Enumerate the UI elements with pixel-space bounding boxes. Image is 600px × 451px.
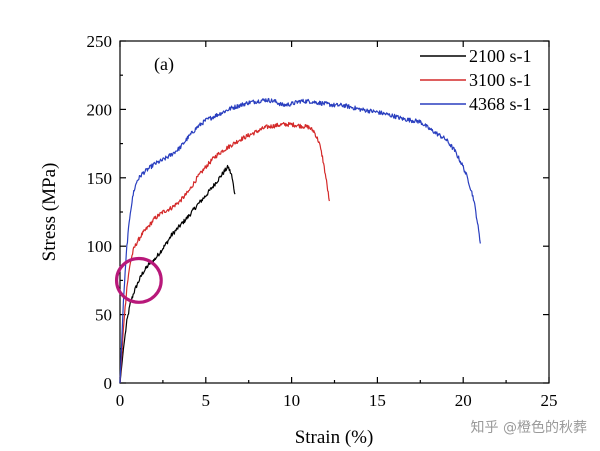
- series-layer: [119, 97, 481, 384]
- x-tick-label: 20: [455, 391, 472, 410]
- series-line-3100: [119, 121, 330, 384]
- x-tick-label: 25: [541, 391, 558, 410]
- y-tick-label: 0: [104, 374, 113, 393]
- plot-frame: [119, 40, 550, 384]
- x-tick-label: 0: [116, 391, 125, 410]
- y-tick-label: 100: [87, 237, 113, 256]
- x-tick-label: 10: [283, 391, 300, 410]
- x-axis-ticks: 0 5 10 15 20 25: [116, 41, 558, 410]
- x-tick-label: 15: [369, 391, 386, 410]
- y-tick-label: 250: [87, 32, 113, 51]
- series-line-4368: [119, 97, 481, 384]
- x-axis-title: Strain (%): [295, 427, 374, 448]
- panel-label: (a): [154, 54, 174, 75]
- legend-label-3100: 3100 s-1: [469, 70, 532, 90]
- highlight-circle: [114, 256, 163, 304]
- y-axis-title: Stress (MPa): [39, 163, 60, 262]
- legend-label-4368: 4368 s-1: [469, 94, 532, 114]
- y-tick-label: 200: [87, 100, 113, 119]
- legend-label-2100: 2100 s-1: [469, 46, 532, 66]
- watermark-text: 知乎 @橙色的秋葬: [471, 419, 587, 436]
- x-tick-label: 5: [202, 391, 211, 410]
- y-tick-label: 50: [95, 306, 112, 325]
- legend: 2100 s-1 3100 s-1 4368 s-1: [420, 46, 532, 114]
- y-axis-ticks: 0 50 100 150 200 250: [87, 32, 549, 393]
- series-line-2100: [119, 164, 236, 384]
- y-tick-label: 150: [87, 169, 113, 188]
